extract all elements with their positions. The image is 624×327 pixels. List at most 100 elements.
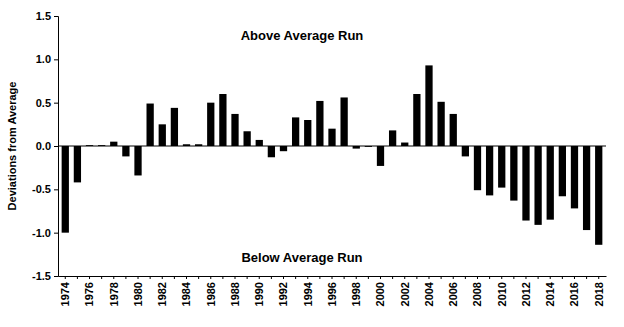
x-tick bbox=[247, 276, 248, 279]
x-tick-mark bbox=[89, 276, 90, 279]
bar bbox=[171, 108, 178, 146]
y-tick-mark bbox=[54, 103, 58, 104]
x-tick-mark bbox=[222, 276, 223, 279]
x-tick-mark bbox=[416, 276, 417, 279]
bar bbox=[583, 146, 590, 230]
zero-line bbox=[58, 146, 606, 147]
bar bbox=[292, 117, 299, 146]
bar bbox=[522, 146, 529, 221]
x-tick-mark bbox=[186, 276, 187, 279]
x-tick-mark bbox=[586, 276, 587, 279]
annotation: Above Average Run bbox=[241, 28, 364, 43]
x-tick-label: 1988 bbox=[229, 282, 241, 306]
x-tick bbox=[368, 276, 369, 279]
x-tick-label: 2000 bbox=[374, 282, 386, 306]
x-tick-mark bbox=[489, 276, 490, 279]
bar bbox=[147, 104, 154, 146]
x-tick: 1988 bbox=[229, 276, 241, 306]
x-tick: 1982 bbox=[156, 276, 168, 306]
x-tick: 2012 bbox=[520, 276, 532, 306]
bar bbox=[486, 146, 493, 195]
y-tick-mark bbox=[54, 276, 58, 277]
y-tick: 0.0 bbox=[36, 140, 58, 152]
x-tick: 1986 bbox=[205, 276, 217, 306]
bar bbox=[413, 94, 420, 146]
x-tick-mark bbox=[259, 276, 260, 279]
x-tick: 2006 bbox=[447, 276, 459, 306]
x-tick-mark bbox=[150, 276, 151, 279]
y-tick: -1.0 bbox=[32, 227, 58, 239]
x-tick-mark bbox=[368, 276, 369, 279]
x-tick-label: 2018 bbox=[593, 282, 605, 306]
y-tick-label: 0.5 bbox=[36, 97, 51, 109]
x-tick-label: 1982 bbox=[156, 282, 168, 306]
y-axis-line bbox=[54, 17, 59, 277]
x-tick bbox=[465, 276, 466, 279]
x-tick bbox=[150, 276, 151, 279]
x-tick-mark bbox=[295, 276, 296, 279]
chart: -1.5-1.0-0.50.00.51.01.51974197619781980… bbox=[0, 0, 624, 327]
x-tick bbox=[416, 276, 417, 279]
bar bbox=[231, 114, 238, 146]
x-tick-label: 1984 bbox=[180, 281, 192, 306]
x-tick-mark bbox=[404, 276, 405, 279]
x-tick-mark bbox=[562, 276, 563, 279]
bar bbox=[377, 146, 384, 166]
x-tick-label: 1996 bbox=[326, 282, 338, 306]
x-tick-label: 1978 bbox=[108, 282, 120, 306]
x-tick: 1994 bbox=[302, 276, 314, 306]
x-tick-label: 2014 bbox=[544, 281, 556, 306]
x-tick bbox=[489, 276, 490, 279]
bar bbox=[389, 130, 396, 146]
x-tick-mark bbox=[441, 276, 442, 279]
bar bbox=[340, 97, 347, 146]
bar bbox=[316, 101, 323, 146]
x-tick-mark bbox=[138, 276, 139, 279]
bar bbox=[450, 114, 457, 146]
x-tick: 1978 bbox=[108, 276, 120, 306]
x-tick-mark bbox=[162, 276, 163, 279]
x-tick: 2008 bbox=[471, 276, 483, 306]
x-tick-mark bbox=[428, 276, 429, 279]
bar bbox=[207, 103, 214, 146]
x-tick-mark bbox=[356, 276, 357, 279]
x-tick bbox=[295, 276, 296, 279]
x-tick-label: 1998 bbox=[350, 282, 362, 306]
x-tick-mark bbox=[453, 276, 454, 279]
x-tick-mark bbox=[513, 276, 514, 279]
bar bbox=[534, 146, 541, 225]
x-tick bbox=[222, 276, 223, 279]
y-tick: -0.5 bbox=[32, 183, 58, 195]
bar bbox=[280, 146, 287, 151]
x-tick-mark bbox=[101, 276, 102, 279]
bar bbox=[304, 120, 311, 146]
x-tick-mark bbox=[538, 276, 539, 279]
x-tick-mark bbox=[283, 276, 284, 279]
x-tick-mark bbox=[319, 276, 320, 279]
x-tick-mark bbox=[174, 276, 175, 279]
x-tick bbox=[586, 276, 587, 279]
x-tick-label: 1974 bbox=[59, 281, 71, 306]
y-tick-mark bbox=[54, 233, 58, 234]
x-tick bbox=[513, 276, 514, 279]
bar bbox=[134, 146, 141, 175]
bar bbox=[219, 94, 226, 146]
x-axis: 1974197619781980198219841986198819901992… bbox=[59, 276, 607, 306]
x-tick: 1976 bbox=[83, 276, 95, 306]
bars bbox=[62, 65, 603, 244]
x-tick-label: 1986 bbox=[205, 282, 217, 306]
x-tick bbox=[174, 276, 175, 279]
y-tick-mark bbox=[54, 146, 58, 147]
x-tick-label: 1980 bbox=[132, 282, 144, 306]
y-tick: 0.5 bbox=[36, 97, 58, 109]
x-tick-mark bbox=[198, 276, 199, 279]
x-tick-mark bbox=[307, 276, 308, 279]
plot: -1.5-1.0-0.50.00.51.01.51974197619781980… bbox=[32, 10, 606, 306]
bar bbox=[401, 143, 408, 146]
y-tick-label: -0.5 bbox=[32, 183, 51, 195]
x-tick-mark bbox=[465, 276, 466, 279]
x-tick: 2018 bbox=[593, 276, 605, 306]
x-tick bbox=[441, 276, 442, 279]
x-tick-label: 2010 bbox=[496, 282, 508, 306]
y-tick-label: -1.5 bbox=[32, 270, 51, 282]
